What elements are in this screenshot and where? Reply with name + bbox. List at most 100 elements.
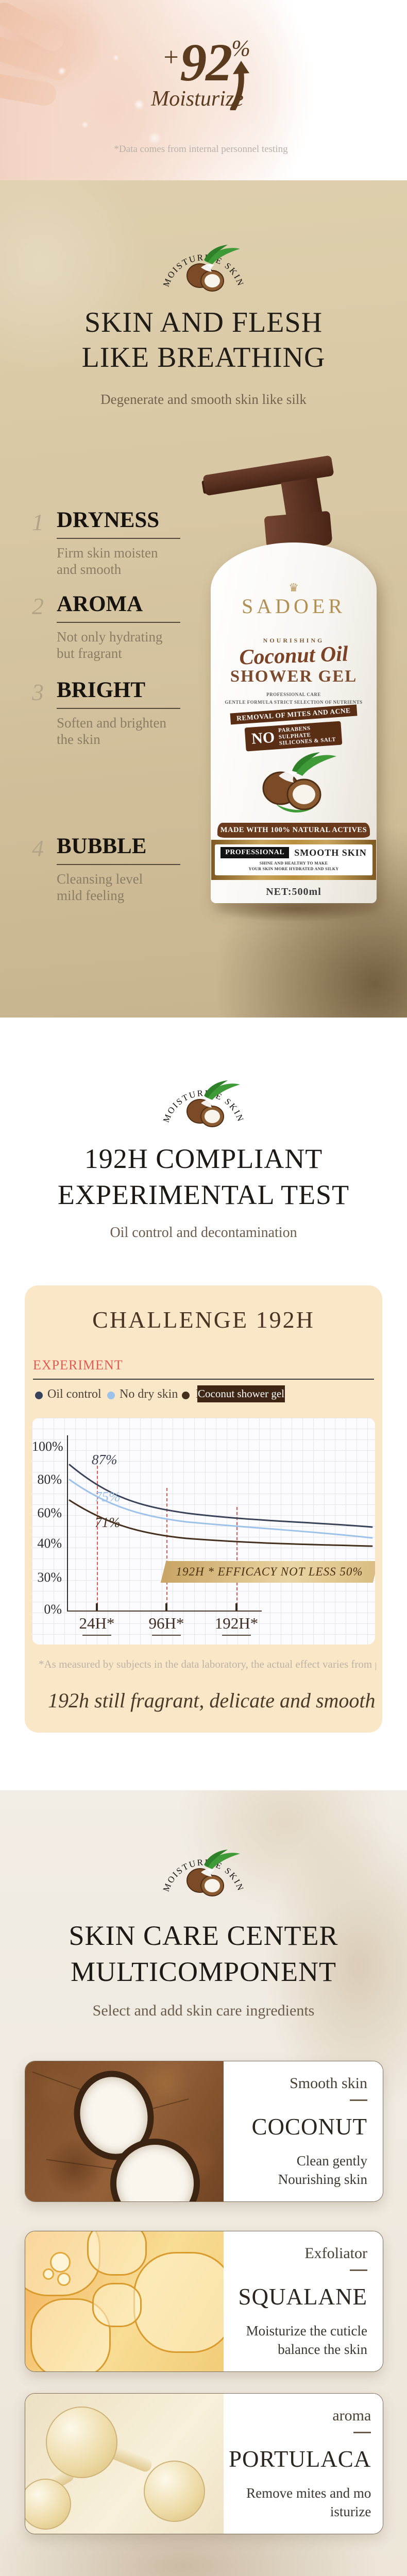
moisturize-skin-badge: MOISTURIZE SKIN [161,245,245,292]
stat-plus: + [162,43,180,72]
label-coconut-illustration [262,752,336,813]
brand-name: SADOER [241,595,346,618]
feature-bubble: 4 BUBBLE Cleansing level mild feeling [32,834,197,904]
x-tick-underline [82,1635,111,1636]
product-bottle: ♛ SADOER NOURISHING Coconut Oil SHOWER G… [201,435,383,904]
feature-number: 1 [32,509,44,535]
ingredient-name: COCONUT [251,2114,367,2140]
experiment-underline [33,1379,374,1380]
legend-label: Oil control [47,1387,101,1401]
molecule-sphere [144,2461,205,2522]
label-care-line2: GENTLE FORMULA STRICT SELECTION OF NUTRI… [225,699,363,705]
stat-value: 92 [180,33,232,92]
tag-dash [350,2099,367,2101]
section-title-line2: LIKE BREATHING [81,342,326,374]
x-tick-mark [165,1603,167,1611]
crown-icon: ♛ [289,582,299,595]
y-tick: 100% [32,1439,63,1454]
coconut-icon [186,1080,240,1127]
bottle-label: ♛ SADOER NOURISHING Coconut Oil SHOWER G… [211,543,377,903]
ingredients-subtitle: Select and add skin care ingredients [92,2002,315,2019]
coconut-text-panel: Smooth skin COCONUT Clean gently Nourish… [224,2061,383,2201]
y-tick: 40% [37,1536,62,1551]
x-tick-label: 24H* [79,1614,115,1632]
ingredient-name: PORTULACA [229,2446,371,2472]
coconut-photo [25,2061,224,2201]
x-tick-mark [235,1603,238,1611]
y-tick: 0% [44,1602,62,1617]
feature-aroma: 2 AROMA Not only hydrating but fragrant [32,591,197,662]
portulaca-text-panel: aroma PORTULACA Remove mites and mo istu… [224,2394,383,2534]
curve-label-87: 87% [92,1452,117,1467]
portulaca-photo [25,2394,224,2534]
y-axis-line [67,1435,68,1612]
ingredient-desc: Clean gently Nourishing skin [278,2153,367,2188]
x-tick-label: 192H* [214,1614,259,1632]
chart-plot-area: 100% 80% 60% 40% 30% 0% 87% 75% 71% 192H… [32,1418,375,1645]
feature-bright: 3 BRIGHT Soften and brighten the skin [32,677,197,748]
legend-dot-moist [182,1392,190,1399]
ingredient-desc: Remove mites and mo isturize [246,2485,371,2520]
hero-footnote: *Data comes from internal personnel test… [114,144,288,155]
squalane-text-panel: Exfoliator SQUALANE Moisturize the cutic… [224,2231,383,2371]
feature-number: 2 [32,593,44,619]
feature-desc: Firm skin moisten and smooth [57,545,158,577]
ingredient-card-coconut: Smooth skin COCONUT Clean gently Nourish… [25,2061,383,2202]
experiment-label: EXPERIMENT [33,1358,123,1372]
label-nourishing: NOURISHING [263,637,325,644]
test-subtitle: Oil control and decontamination [110,1225,297,1241]
legend-reference-box: Coconut shower gel [197,1385,285,1402]
efficacy-banner-text: 192H * EFFICACY NOT LESS 50% [176,1565,363,1578]
ingredient-tag: Exfoliator [304,2245,367,2262]
legend-dot-no-dry-skin [107,1392,115,1399]
ingredient-tag: Smooth skin [290,2075,367,2092]
chip-smooth-skin: SMOOTH SKIN [294,847,367,858]
feature-desc: Cleansing level mild feeling [57,871,143,903]
feature-title: AROMA [57,591,180,623]
coconut-icon [186,1850,240,1896]
feature-number: 3 [32,679,44,705]
no-word: NO [251,728,276,748]
hero-skin-photo [0,0,407,180]
test-title-line2: EXPERIMENTAL TEST [57,1179,350,1210]
label-coconut-oil: Coconut Oil [239,642,349,670]
ingredient-name: SQUALANE [238,2284,367,2310]
label-gold-band: PROFESSIONAL SMOOTH SKIN SHINE AND HEALT… [211,840,376,880]
x-axis-line [67,1611,262,1612]
ingredient-card-squalane: Exfoliator SQUALANE Moisturize the cutic… [25,2231,383,2372]
stat-label: Moisturize [151,87,244,111]
ingredient-card-portulaca: aroma PORTULACA Remove mites and mo istu… [25,2393,383,2534]
chart-title: CHALLENGE 192H [92,1307,315,1333]
tag-dash [353,2432,371,2433]
test-title-line1: 192H COMPLIANT [84,1143,323,1174]
molecule-sphere [46,2406,117,2478]
dashed-line-24h [97,1466,98,1611]
y-tick: 60% [37,1505,62,1520]
legend-label: No dry skin [120,1387,178,1401]
curve-label-71: 71% [95,1515,121,1530]
label-natural-banner: MADE WITH 100% NATURAL ACTIVES [217,823,370,838]
chip-subtext: SHINE AND HEALTHY TO MAKE YOUR SKIN MORE… [248,861,339,872]
feature-title: BUBBLE [57,834,180,865]
x-tick-underline [222,1635,251,1636]
squalane-photo [25,2231,224,2371]
label-shower-gel: SHOWER GEL [230,667,358,686]
molecule-sphere [25,2479,71,2530]
chart-footnote: *As measured by subjects in the data lab… [39,1658,376,1670]
section-subtitle: Degenerate and smooth skin like silk [100,392,307,407]
moisturize-skin-badge: MOISTURIZE SKIN [161,1850,245,1896]
label-net-volume: NET:500ml [266,886,321,898]
dashed-line-192h [236,1507,238,1611]
ingredient-desc: Moisturize the cuticle balance the skin [246,2323,367,2358]
feature-title: BRIGHT [57,677,180,709]
moisturize-stat: +92% [147,32,265,93]
feature-title: DRYNESS [57,507,180,539]
foam-texture [31,31,185,165]
moisturize-skin-badge: MOISTURIZE SKIN [161,1080,245,1127]
chart-statement: 192h still fragrant, delicate and smooth [48,1689,376,1712]
challenge-chart-card: CHALLENGE 192H EXPERIMENT Oil control No… [25,1285,382,1733]
ingredients-title-line1: SKIN CARE CENTER [69,1920,338,1951]
curve-label-75: 75% [95,1489,121,1504]
y-tick: 80% [37,1472,62,1487]
